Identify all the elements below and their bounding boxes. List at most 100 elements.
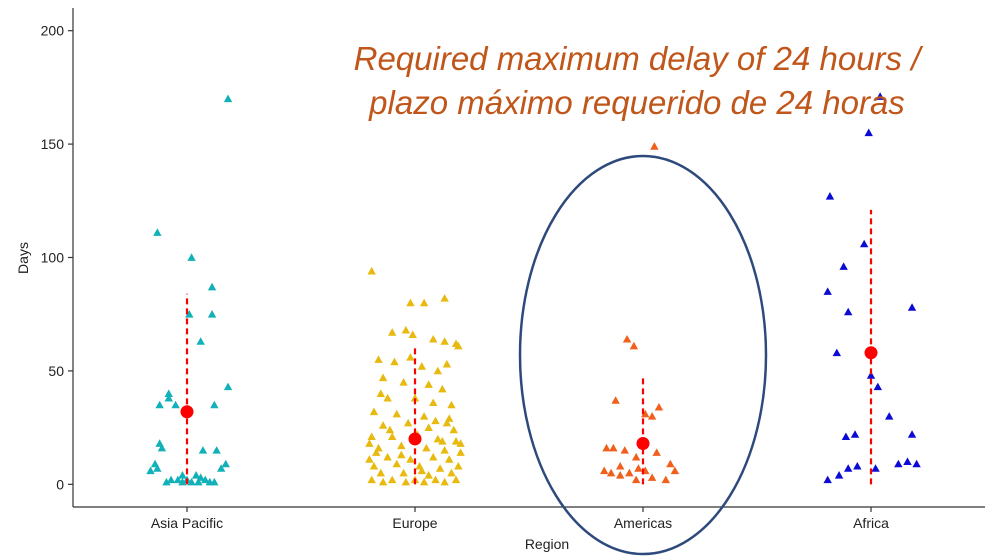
point-asia-pacific-14 bbox=[157, 443, 167, 452]
point-americas-0 bbox=[650, 142, 659, 150]
point-europe-38 bbox=[397, 441, 406, 450]
point-africa-7 bbox=[907, 303, 917, 311]
point-asia-pacific-1 bbox=[153, 228, 162, 236]
point-europe-75 bbox=[447, 400, 456, 409]
point-asia-pacific-32 bbox=[210, 477, 219, 486]
x-tick-label-europe: Europe bbox=[392, 515, 437, 531]
point-asia-pacific-24 bbox=[166, 475, 176, 484]
point-africa-4 bbox=[839, 262, 848, 270]
point-asia-pacific-11 bbox=[171, 400, 180, 409]
point-americas-8 bbox=[609, 443, 618, 452]
point-africa-8 bbox=[832, 348, 841, 357]
point-europe-5 bbox=[388, 328, 397, 336]
annotation: Required maximum delay of 24 hours / pla… bbox=[354, 40, 924, 121]
point-europe-52 bbox=[376, 468, 385, 477]
point-europe-4 bbox=[401, 325, 411, 334]
point-asia-pacific-20 bbox=[221, 459, 230, 468]
point-europe-50 bbox=[435, 464, 445, 472]
point-europe-61 bbox=[378, 477, 388, 486]
point-europe-39 bbox=[422, 443, 431, 452]
ticks-layer: 0 50 100 150 200 Asia Pacific Europe Americas Af… bbox=[41, 23, 889, 531]
point-europe-42 bbox=[365, 455, 374, 463]
point-americas-16 bbox=[634, 464, 643, 472]
point-asia-pacific-10 bbox=[155, 400, 164, 409]
point-americas-1 bbox=[622, 334, 632, 343]
point-europe-6 bbox=[408, 330, 417, 338]
point-europe-19 bbox=[424, 380, 433, 388]
point-africa-14 bbox=[907, 430, 917, 438]
mean-dot-asia-pacific bbox=[180, 405, 194, 419]
point-americas-9 bbox=[620, 446, 629, 454]
point-africa-6 bbox=[844, 307, 853, 316]
point-europe-43 bbox=[383, 452, 392, 461]
point-asia-pacific-29 bbox=[194, 477, 203, 486]
point-asia-pacific-4 bbox=[185, 310, 194, 318]
point-asia-pacific-28 bbox=[187, 477, 196, 486]
point-africa-17 bbox=[834, 471, 844, 479]
point-europe-56 bbox=[367, 475, 376, 484]
point-europe-11 bbox=[374, 355, 383, 363]
point-africa-1 bbox=[875, 92, 885, 100]
point-europe-32 bbox=[367, 432, 376, 441]
point-europe-7 bbox=[429, 334, 438, 343]
point-africa-18 bbox=[871, 464, 880, 472]
point-europe-28 bbox=[378, 421, 388, 429]
point-asia-pacific-19 bbox=[153, 464, 162, 472]
point-africa-11 bbox=[885, 412, 894, 420]
point-europe-40 bbox=[440, 446, 449, 454]
point-americas-20 bbox=[670, 466, 680, 475]
point-asia-pacific-30 bbox=[201, 475, 210, 484]
point-africa-16 bbox=[844, 464, 853, 472]
point-africa-10 bbox=[873, 382, 883, 391]
point-americas-19 bbox=[666, 459, 675, 468]
point-europe-24 bbox=[369, 407, 379, 416]
point-europe-60 bbox=[451, 475, 461, 484]
point-asia-pacific-0 bbox=[223, 94, 233, 103]
point-europe-45 bbox=[429, 452, 438, 461]
point-americas-12 bbox=[600, 466, 609, 475]
point-europe-66 bbox=[438, 437, 447, 445]
point-asia-pacific-17 bbox=[146, 466, 155, 475]
point-asia-pacific-8 bbox=[164, 389, 173, 397]
point-asia-pacific-34 bbox=[196, 473, 205, 481]
point-europe-36 bbox=[451, 437, 461, 445]
point-americas-23 bbox=[616, 461, 625, 470]
y-tick-label-200: 200 bbox=[41, 23, 65, 39]
point-europe-33 bbox=[388, 432, 397, 441]
point-europe-46 bbox=[445, 455, 454, 463]
point-asia-pacific-12 bbox=[210, 400, 219, 409]
summary-layer bbox=[180, 209, 878, 485]
mean-dot-americas bbox=[636, 436, 650, 450]
point-europe-73 bbox=[431, 416, 440, 425]
point-africa-19 bbox=[894, 459, 903, 468]
point-europe-22 bbox=[410, 393, 420, 402]
mean-dot-africa bbox=[864, 346, 878, 360]
point-europe-16 bbox=[442, 359, 452, 368]
point-europe-25 bbox=[392, 409, 401, 418]
point-europe-30 bbox=[424, 423, 433, 431]
point-europe-14 bbox=[417, 362, 427, 370]
point-asia-pacific-26 bbox=[178, 477, 187, 486]
point-asia-pacific-6 bbox=[196, 337, 205, 345]
point-americas-3 bbox=[611, 396, 620, 404]
x-tick-label-americas: Americas bbox=[614, 515, 672, 531]
point-europe-54 bbox=[424, 471, 433, 479]
point-asia-pacific-16 bbox=[212, 446, 221, 454]
point-europe-31 bbox=[449, 425, 458, 434]
point-americas-10 bbox=[631, 452, 641, 461]
highlight-ellipse bbox=[518, 154, 768, 556]
point-europe-17 bbox=[378, 373, 388, 382]
point-europe-1 bbox=[440, 294, 449, 302]
point-africa-5 bbox=[823, 287, 832, 295]
point-europe-72 bbox=[365, 439, 374, 447]
point-europe-68 bbox=[442, 418, 452, 427]
point-asia-pacific-3 bbox=[207, 282, 217, 291]
point-europe-59 bbox=[431, 475, 440, 484]
x-axis-title: Region bbox=[525, 536, 569, 552]
point-europe-3 bbox=[419, 298, 429, 307]
point-americas-7 bbox=[602, 443, 611, 452]
point-europe-53 bbox=[399, 468, 408, 477]
point-asia-pacific-21 bbox=[217, 464, 226, 472]
y-tick-label-100: 100 bbox=[41, 250, 65, 266]
